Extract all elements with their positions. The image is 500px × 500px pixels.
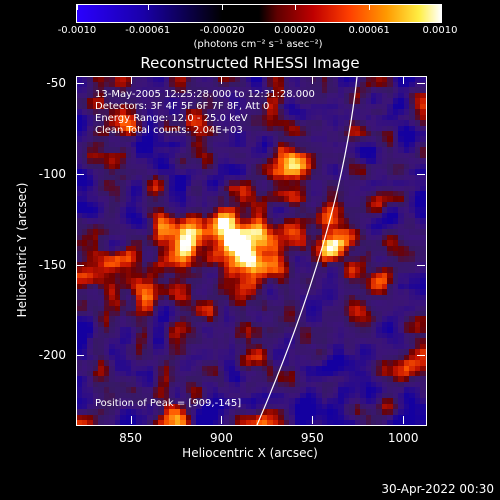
peak-position-annotation: Position of Peak = [909,-145] — [95, 398, 242, 409]
y-tick — [76, 355, 84, 357]
x-tick — [130, 76, 132, 84]
y-tick — [417, 264, 425, 266]
colorbar-tick — [440, 5, 441, 10]
colorbar-tick — [77, 5, 78, 10]
x-tick-label: 950 — [300, 431, 324, 445]
y-tick-label: -50 — [46, 76, 66, 91]
x-tick-label: 850 — [119, 431, 142, 445]
colorbar-units: (photons cm⁻² s⁻¹ asec⁻²) — [193, 39, 323, 50]
colorbar-tick — [369, 5, 371, 10]
solar-limb-line — [256, 77, 358, 425]
x-tick — [130, 416, 132, 424]
heatmap-image — [77, 77, 426, 425]
colorbar-tick — [222, 5, 224, 10]
colorbar-tick-label: 0.00061 — [348, 25, 390, 36]
date-stamp: 30-Apr-2022 00:30 — [381, 482, 494, 496]
energy-range-annotation: Energy Range: 12.0 - 25.0 keV — [95, 113, 248, 124]
x-tick-label: 900 — [209, 431, 233, 445]
x-tick-label: 1000 — [387, 431, 419, 445]
x-tick — [312, 76, 314, 84]
colorbar-tick — [147, 5, 149, 10]
x-tick — [221, 416, 223, 424]
x-tick — [312, 416, 314, 424]
y-tick — [76, 264, 84, 266]
x-tick — [221, 76, 223, 84]
rhessi-image-plot: 13-May-2005 12:25:28.000 to 12:31:28.000… — [76, 76, 427, 426]
colorbar-tick-label: 0.0010 — [422, 25, 458, 36]
colorbar-tick-label: 0.00020 — [274, 25, 316, 36]
clean-counts-annotation: Clean Total counts: 2.04E+03 — [95, 125, 243, 136]
y-tick-label: -150 — [38, 257, 66, 272]
colorbar — [76, 4, 442, 23]
y-axis-label: Heliocentric Y (arcsec) — [15, 182, 29, 318]
detectors-annotation: Detectors: 3F 4F 5F 6F 7F 8F, Att 0 — [95, 101, 270, 112]
colorbar-tick — [294, 5, 296, 10]
colorbar-tick-label: -0.00020 — [199, 25, 245, 36]
x-axis-label: Heliocentric X (arcsec) — [182, 446, 318, 460]
colorbar-tick-label: -0.0010 — [57, 25, 97, 36]
y-tick-label: -200 — [38, 348, 66, 363]
time-range-annotation: 13-May-2005 12:25:28.000 to 12:31:28.000 — [95, 89, 315, 100]
x-tick — [403, 416, 405, 424]
x-tick — [403, 76, 405, 84]
y-tick — [417, 355, 425, 357]
y-tick-label: -100 — [38, 166, 66, 181]
y-tick — [76, 173, 84, 175]
y-tick — [417, 173, 425, 175]
y-tick — [76, 83, 84, 85]
plot-title: Reconstructed RHESSI Image — [140, 54, 360, 72]
colorbar-tick-label: -0.00061 — [125, 25, 171, 36]
y-tick — [417, 83, 425, 85]
